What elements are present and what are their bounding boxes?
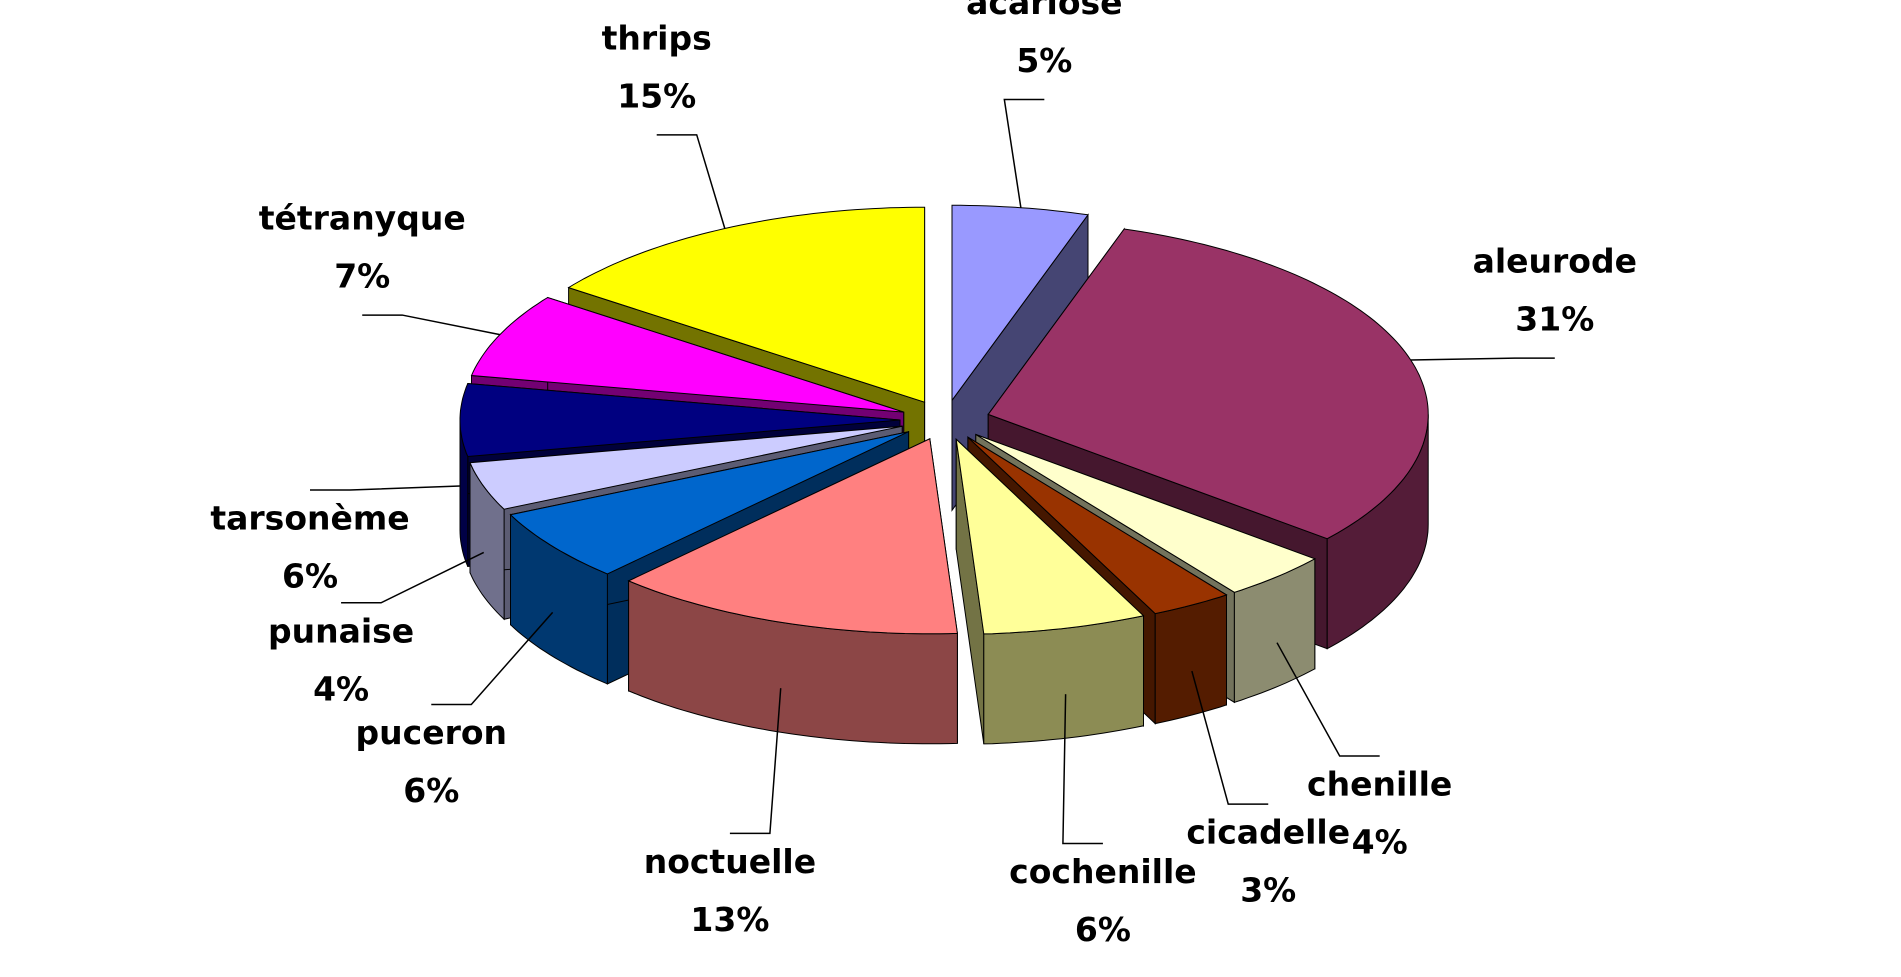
slice-label: puceron [356,713,508,752]
slice-label: tarsonème [210,499,409,538]
slice-label: punaise [268,611,414,650]
slice-label: aleurode [1473,242,1637,281]
slice [470,296,904,413]
slice-value-label: 3% [1240,871,1296,910]
slice [459,382,901,458]
leader-line [1191,670,1269,805]
slice [567,206,926,403]
slice [955,437,1145,635]
slice-label: acariose [966,0,1122,22]
slice-label: thrips [602,18,712,57]
leader-line [1276,642,1380,757]
slice [469,425,903,510]
slice [967,436,1228,615]
slice [627,438,958,635]
slice-label: noctuelle [644,842,816,881]
slice-value-label: 4% [1352,823,1408,862]
slice [987,228,1429,540]
slice-value-label: 31% [1515,300,1594,339]
slice-label: chenille [1307,765,1452,804]
leader-line [362,314,501,336]
slice-label: cochenille [1009,852,1196,891]
slice-value-label: 6% [282,557,338,596]
slice-value-label: 13% [690,900,769,939]
leader-line [310,485,461,491]
slice-label: cicadelle [1186,813,1350,852]
leader-line [431,611,554,706]
slice [951,204,1089,402]
slice-value-label: 6% [403,771,459,810]
leader-line [1003,98,1045,208]
slice [975,434,1317,593]
leader-line [656,134,726,229]
slice-value-label: 7% [334,257,390,296]
leader-line [341,551,485,604]
slice-wall [983,615,1144,745]
slice-value-label: 4% [313,669,369,708]
leader-line [1410,357,1555,361]
slice-value-label: 5% [1016,41,1072,80]
slice [509,431,909,575]
leader-line [1062,694,1103,845]
slice-value-label: 6% [1075,910,1131,949]
slice-value-label: 15% [617,76,696,115]
slice-label: tétranyque [259,199,466,238]
slice-wall [1154,594,1227,725]
leader-line [729,688,782,835]
